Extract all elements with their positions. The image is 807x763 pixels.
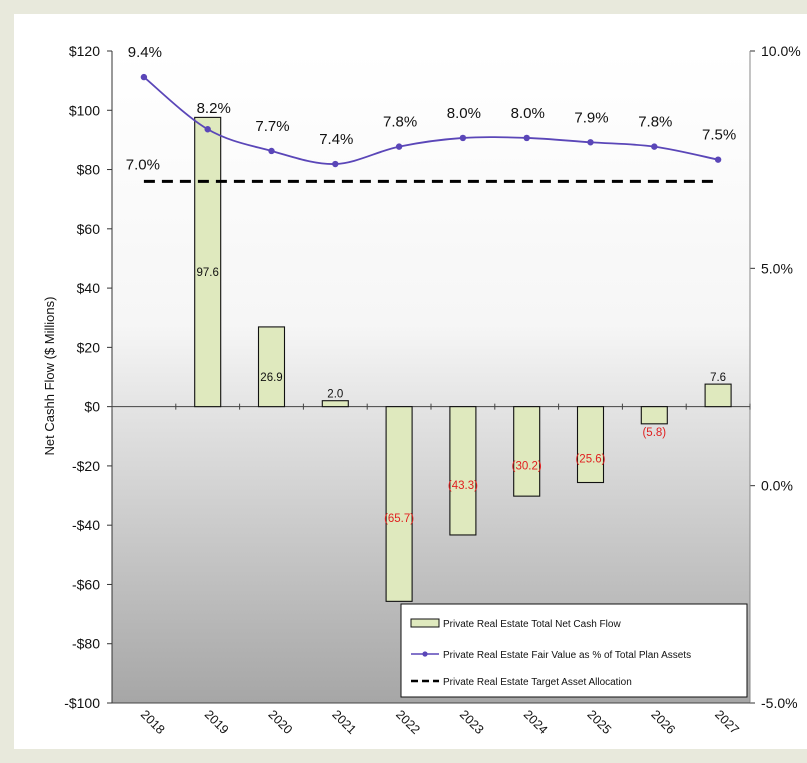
y2-tick-label: 5.0% xyxy=(761,260,793,276)
bar-2023 xyxy=(449,406,477,536)
y2-tick-label: 10.0% xyxy=(761,43,801,59)
y2-tick-label: 0.0% xyxy=(761,478,793,494)
fair-value-label-2018: 9.4% xyxy=(128,44,162,61)
x-tick-label-2020: 2020 xyxy=(266,707,296,737)
bar-2026 xyxy=(640,406,668,425)
x-tick-label-2023: 2023 xyxy=(457,707,487,737)
fair-value-label-2021: 7.4% xyxy=(319,131,353,148)
fair-value-point-2019 xyxy=(204,126,211,133)
fair-value-line xyxy=(143,76,719,165)
x-tick-label-2026: 2026 xyxy=(648,707,678,737)
bar-2021 xyxy=(321,400,349,408)
fair-value-label-2020: 7.7% xyxy=(255,118,289,135)
fair-value-point-2027 xyxy=(714,156,722,163)
fair-value-point-2024 xyxy=(523,134,530,142)
y-axis-title: Net Cashh Flow ($ Millions) xyxy=(42,297,57,456)
legend-label-target: Private Real Estate Target Asset Allocat… xyxy=(443,677,632,688)
bar-label-2019: 97.6 xyxy=(197,267,219,279)
bar-label-2026: (5.8) xyxy=(642,427,666,439)
y-tick-label: $80 xyxy=(77,162,101,178)
fair-value-label-2027: 7.5% xyxy=(702,127,736,144)
legend-label-line: Private Real Estate Fair Value as % of T… xyxy=(443,650,691,661)
x-tick-label-2024: 2024 xyxy=(521,707,551,737)
bar-label-2021: 2.0 xyxy=(327,389,343,401)
fair-value-point-2021 xyxy=(332,160,339,168)
y-tick-label: $120 xyxy=(69,43,100,59)
legend-box xyxy=(400,603,748,698)
fair-value-label-2026: 7.8% xyxy=(638,114,672,131)
bar-label-2023: (43.3) xyxy=(448,480,478,492)
bar-label-2027: 7.6 xyxy=(710,372,726,384)
y-tick-label: -$20 xyxy=(72,458,100,474)
chart-frame: Net Cashh Flow ($ Millions) $120 $100 $80 $… xyxy=(14,14,807,749)
bar-label-2022: (65.7) xyxy=(384,513,414,525)
bar-2024 xyxy=(513,406,541,497)
bar-2020 xyxy=(257,326,286,408)
fair-value-point-2018 xyxy=(140,73,148,81)
fair-value-point-2025 xyxy=(587,139,594,146)
bar-2025 xyxy=(576,406,605,484)
x-tick-label-2021: 2021 xyxy=(329,707,359,737)
y-tick-label: -$60 xyxy=(72,576,100,592)
bar-2019 xyxy=(194,116,222,408)
bar-label-2020: 26.9 xyxy=(260,372,282,384)
x-tick-label-2018: 2018 xyxy=(138,707,168,737)
fair-value-point-2026 xyxy=(651,143,658,150)
x-tick-label-2027: 2027 xyxy=(712,707,742,737)
fair-value-point-2023 xyxy=(459,134,467,142)
y-tick-label: $0 xyxy=(84,399,100,415)
y-tick-label: -$100 xyxy=(64,695,100,711)
combo-chart: Net Cashh Flow ($ Millions) $120 $100 $80 $… xyxy=(42,43,801,737)
fair-value-point-2020 xyxy=(268,147,275,155)
fair-value-label-2023: 8.0% xyxy=(447,105,481,122)
fair-value-label-2025: 7.9% xyxy=(574,109,608,126)
legend-label-bars: Private Real Estate Total Net Cash Flow xyxy=(443,619,621,630)
fair-value-point-2022 xyxy=(395,143,403,150)
y-tick-label: $20 xyxy=(77,339,101,355)
x-tick-label-2022: 2022 xyxy=(393,707,423,737)
fair-value-label-2022: 7.8% xyxy=(383,114,417,131)
x-tick-label-2025: 2025 xyxy=(585,707,615,737)
target-allocation-label: 7.0% xyxy=(126,156,160,173)
legend-swatch-bars xyxy=(410,618,440,628)
fair-value-label-2024: 8.0% xyxy=(511,105,545,122)
x-tick-label-2019: 2019 xyxy=(202,707,232,737)
fair-value-label-2019: 8.2% xyxy=(197,100,231,117)
bar-2027 xyxy=(704,383,732,408)
y2-tick-label: -5.0% xyxy=(761,695,798,711)
y-tick-label: -$80 xyxy=(72,636,100,652)
bar-2022 xyxy=(385,406,413,602)
legend-swatch-line-point xyxy=(422,651,428,657)
y-tick-label: $40 xyxy=(77,280,101,296)
y-tick-label: $60 xyxy=(77,221,101,237)
y-tick-label: $100 xyxy=(69,102,100,118)
y-tick-label: -$40 xyxy=(72,517,100,533)
bar-label-2025: (25.6) xyxy=(575,454,605,466)
bar-label-2024: (30.2) xyxy=(512,460,542,472)
